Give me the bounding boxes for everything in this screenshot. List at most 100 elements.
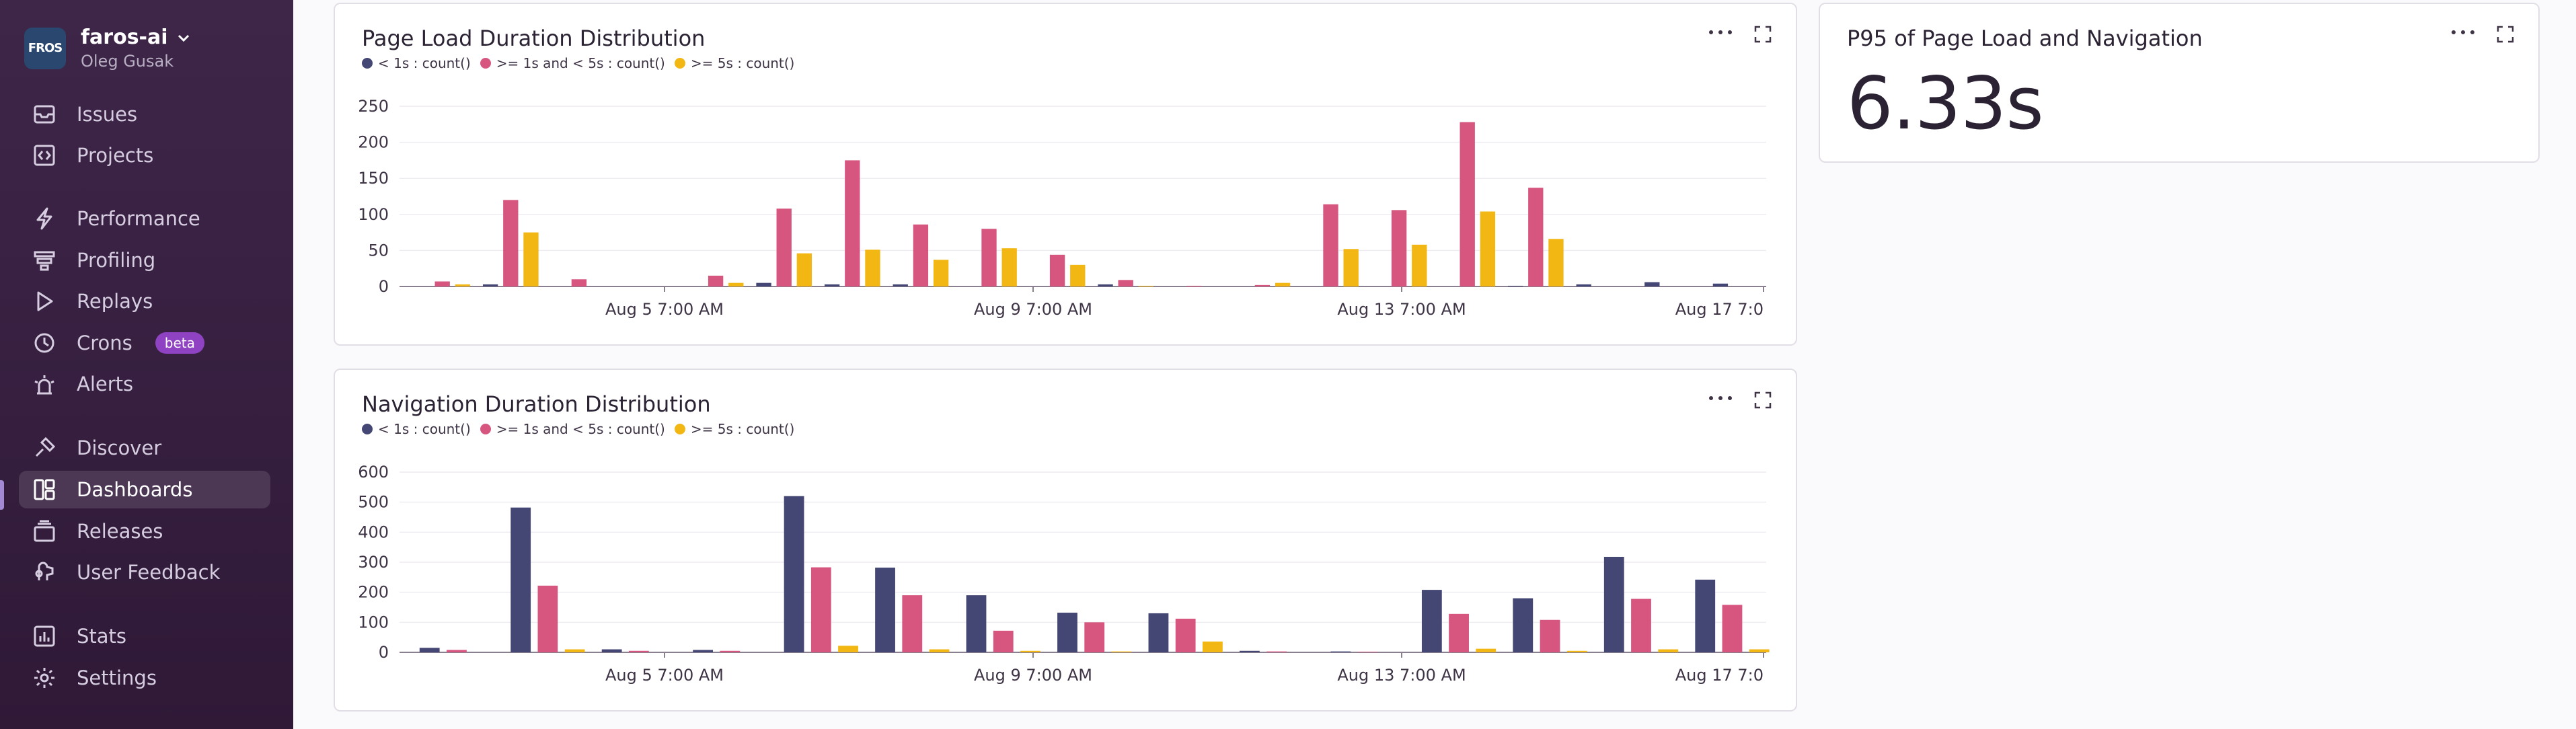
bar[interactable]	[1049, 254, 1065, 286]
bar[interactable]	[1460, 122, 1475, 286]
org-switcher[interactable]: FROS faros-ai Oleg Gusak	[24, 26, 191, 71]
bar[interactable]	[708, 275, 724, 286]
bar[interactable]	[1644, 282, 1660, 286]
bar[interactable]	[902, 595, 923, 652]
bar[interactable]	[523, 232, 539, 286]
bar[interactable]	[993, 630, 1014, 652]
legend-item[interactable]: >= 5s : count()	[674, 421, 794, 437]
bar[interactable]	[1480, 211, 1496, 286]
bar[interactable]	[510, 507, 531, 652]
sidebar-item-issues[interactable]: Issues	[19, 95, 270, 133]
bar[interactable]	[1712, 283, 1729, 286]
navigation-chart: 0 100 200 300 400 500 600 Aug 5 7:00 AM Aug 9 7:…	[358, 463, 1770, 685]
sidebar-item-alerts[interactable]: Alerts	[19, 365, 270, 403]
bar[interactable]	[564, 649, 585, 652]
user-name: Oleg Gusak	[81, 52, 174, 71]
bar[interactable]	[1203, 641, 1223, 652]
sidebar-item-stats[interactable]: Stats	[19, 617, 270, 655]
bar[interactable]	[1240, 650, 1260, 652]
bar[interactable]	[571, 279, 587, 286]
bar[interactable]	[1175, 618, 1196, 652]
widget-expand-button[interactable]	[1754, 26, 1772, 43]
sidebar-item-user-feedback[interactable]: User Feedback	[19, 553, 270, 591]
bar[interactable]	[981, 229, 997, 286]
bar[interactable]	[1070, 264, 1086, 286]
bar[interactable]	[1391, 210, 1407, 286]
bar[interactable]	[875, 568, 895, 652]
bar[interactable]	[1540, 619, 1560, 652]
sidebar-item-dashboards[interactable]: Dashboards	[19, 471, 270, 508]
bar[interactable]	[933, 260, 949, 286]
bar[interactable]	[1513, 598, 1533, 652]
bar[interactable]	[503, 200, 519, 286]
sidebar-item-profiling[interactable]: Profiling	[19, 241, 270, 279]
bar[interactable]	[1343, 249, 1359, 286]
bar[interactable]	[1118, 280, 1133, 286]
bar[interactable]	[628, 650, 649, 652]
bar[interactable]	[1548, 239, 1564, 286]
bar[interactable]	[728, 282, 744, 286]
bar[interactable]	[776, 208, 792, 286]
bar[interactable]	[455, 284, 471, 286]
bar[interactable]	[1020, 650, 1040, 652]
bar[interactable]	[1722, 605, 1743, 652]
bar[interactable]	[810, 567, 831, 652]
bar[interactable]	[1323, 204, 1338, 286]
bar[interactable]	[838, 646, 858, 652]
widget-expand-button[interactable]	[2497, 26, 2514, 43]
bar[interactable]	[1476, 648, 1497, 652]
legend-item[interactable]: < 1s : count()	[362, 421, 471, 437]
bar[interactable]	[1576, 284, 1591, 286]
bar[interactable]	[1084, 622, 1105, 652]
bar[interactable]	[893, 284, 908, 286]
bar[interactable]	[482, 284, 498, 286]
sidebar-item-releases[interactable]: Releases	[19, 512, 270, 550]
bar[interactable]	[1749, 649, 1770, 652]
bar[interactable]	[1449, 613, 1469, 652]
bar[interactable]	[447, 650, 467, 652]
legend-item[interactable]: >= 5s : count()	[674, 55, 794, 71]
bar[interactable]	[1254, 284, 1271, 286]
bar[interactable]	[865, 250, 880, 286]
bar[interactable]	[1275, 282, 1291, 286]
sidebar-item-discover[interactable]: Discover	[19, 429, 270, 467]
bar[interactable]	[929, 649, 950, 652]
bar[interactable]	[1658, 649, 1679, 652]
bar[interactable]	[693, 650, 714, 652]
bar[interactable]	[1603, 556, 1624, 652]
bar[interactable]	[824, 284, 840, 286]
legend-item[interactable]: >= 1s and < 5s : count()	[480, 55, 665, 71]
bar[interactable]	[913, 224, 929, 286]
bar[interactable]	[756, 282, 771, 286]
widget-menu-button[interactable]	[1707, 391, 1734, 405]
bar[interactable]	[1057, 613, 1077, 652]
bar[interactable]	[537, 585, 558, 652]
sidebar-item-performance[interactable]: Performance	[19, 200, 270, 237]
sidebar-item-settings[interactable]: Settings	[19, 659, 270, 697]
bar[interactable]	[1421, 590, 1442, 652]
legend-item[interactable]: < 1s : count()	[362, 55, 471, 71]
bar[interactable]	[1528, 188, 1544, 286]
bar[interactable]	[845, 160, 860, 286]
widget-menu-button[interactable]	[1707, 26, 1734, 39]
bar[interactable]	[434, 281, 450, 286]
bar[interactable]	[966, 595, 987, 652]
bar[interactable]	[419, 648, 440, 652]
bar[interactable]	[720, 650, 741, 652]
bar[interactable]	[1566, 650, 1587, 652]
legend-item[interactable]: >= 1s and < 5s : count()	[480, 421, 665, 437]
bar[interactable]	[1412, 244, 1427, 286]
bar[interactable]	[1631, 599, 1651, 652]
sidebar-item-projects[interactable]: Projects	[19, 137, 270, 174]
sidebar-item-replays[interactable]: Replays	[19, 282, 270, 320]
bar[interactable]	[1148, 613, 1169, 652]
widget-expand-button[interactable]	[1754, 391, 1772, 409]
bar[interactable]	[796, 253, 812, 286]
widget-menu-button[interactable]	[2450, 26, 2476, 39]
bar[interactable]	[1695, 579, 1716, 652]
sidebar-item-crons[interactable]: Crons beta	[19, 324, 270, 362]
bar[interactable]	[784, 496, 804, 652]
bar[interactable]	[601, 649, 622, 652]
bar[interactable]	[1098, 284, 1113, 286]
bar[interactable]	[1001, 248, 1017, 286]
